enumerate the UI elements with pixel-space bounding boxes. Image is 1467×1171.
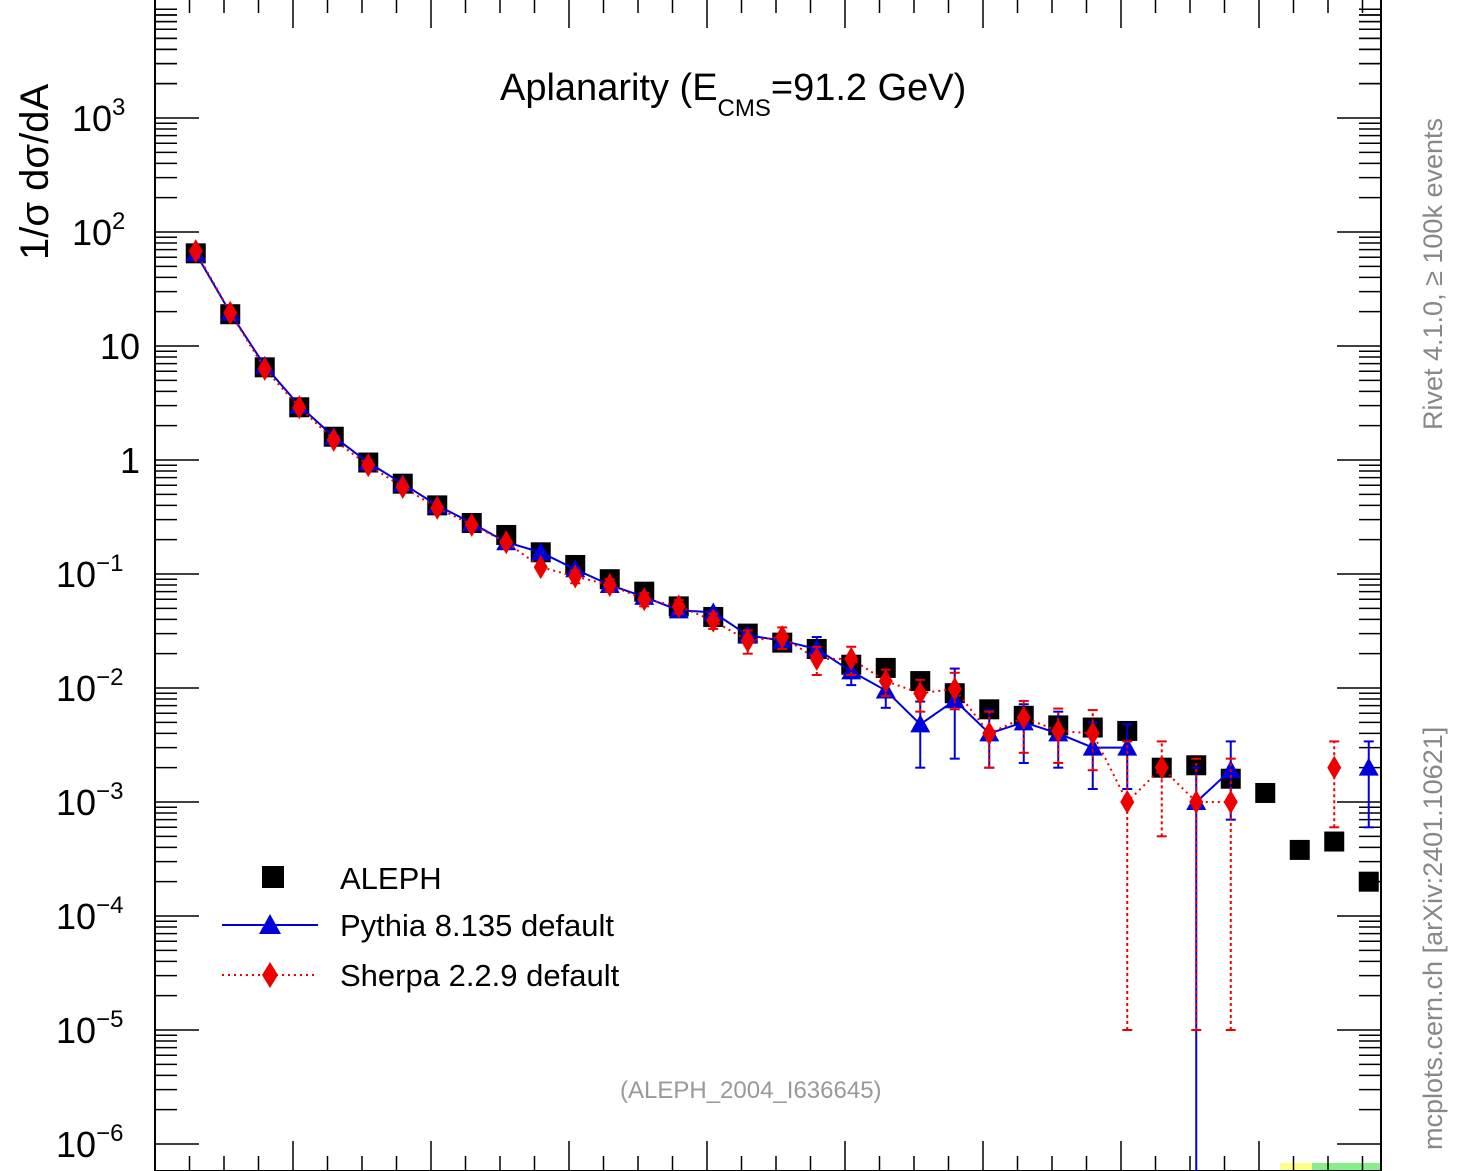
data-point-diamond (361, 453, 376, 478)
data-point-diamond (947, 677, 962, 702)
data-point-square (875, 657, 896, 678)
analysis-reference: (ALEPH_2004_I636645) (620, 1077, 882, 1104)
data-point-diamond (913, 681, 928, 706)
data-point-diamond (1085, 721, 1100, 746)
data-point-square (1289, 839, 1310, 860)
data-point-triangle (1358, 757, 1379, 776)
chart-title-main: Aplanarity (E (500, 67, 718, 109)
data-point-diamond (706, 608, 721, 633)
plot-area (155, 0, 1381, 1171)
data-point-diamond (568, 564, 583, 589)
data-point-diamond (602, 573, 617, 598)
chart-title: Aplanarity (ECMS=91.2 GeV) (500, 67, 966, 122)
data-point-square (1255, 782, 1276, 803)
data-point-diamond (740, 628, 755, 653)
data-point-diamond (982, 721, 997, 746)
data-point-diamond (464, 512, 479, 537)
series-layer (185, 239, 1379, 1171)
data-point-diamond (1051, 718, 1066, 743)
y-tick-label: 10−4 (56, 892, 123, 937)
series-2 (188, 239, 1342, 1031)
data-point-diamond (637, 587, 652, 612)
legend-sherpa-marker (262, 962, 278, 988)
data-point-diamond (292, 395, 307, 420)
data-point-diamond (844, 646, 859, 671)
data-point-diamond (1120, 790, 1135, 814)
data-point-diamond (188, 239, 203, 264)
legend-sherpa-label: Sherpa 2.2.9 default (340, 958, 620, 993)
y-tick-label: 10−1 (56, 550, 123, 595)
data-point-diamond (1223, 790, 1238, 814)
y-tick-label: 10−5 (56, 1006, 123, 1051)
side-text-mcplots: mcplots.cern.ch [arXiv:2401.10621] (1418, 727, 1448, 1150)
y-axis-label: 1/σ dσ/dA (13, 84, 57, 260)
data-point-diamond (878, 669, 893, 694)
y-tick-label: 102 (72, 208, 125, 253)
data-point-diamond (533, 555, 548, 580)
data-point-diamond (257, 356, 272, 381)
y-tick-label: 10−3 (56, 778, 123, 823)
data-point-diamond (809, 646, 824, 671)
legend-aleph-marker (262, 866, 284, 888)
data-point-diamond (1189, 790, 1204, 814)
y-tick-label: 1 (120, 440, 140, 481)
data-point-diamond (775, 625, 790, 650)
data-point-triangle (530, 542, 551, 561)
data-point-diamond (671, 594, 686, 619)
y-tick-label: 10−6 (56, 1120, 123, 1165)
y-tick-label: 10 (100, 326, 140, 367)
data-point-diamond (1016, 705, 1031, 730)
data-point-diamond (430, 495, 445, 520)
ratio-band-green (1312, 1163, 1381, 1171)
data-point-square (1358, 871, 1379, 892)
data-point-diamond (326, 427, 341, 452)
data-point-diamond (1154, 755, 1169, 780)
legend-pythia-marker (259, 914, 281, 934)
data-point-diamond (499, 530, 514, 555)
legend-pythia-label: Pythia 8.135 default (340, 908, 614, 943)
ratio-band-yellow (1280, 1163, 1312, 1171)
data-point-square (1324, 831, 1345, 852)
side-text-rivet: Rivet 4.1.0, ≥ 100k events (1418, 118, 1448, 430)
data-point-triangle (1082, 737, 1103, 756)
axes: 10−6 10−5 10−4 10−3 10−2 10−1 1 10 102 103 (56, 0, 1382, 1171)
y-tick-label: 103 (72, 94, 125, 139)
chart-title-tail: =91.2 GeV) (771, 67, 966, 109)
data-point-diamond (395, 474, 410, 499)
data-point-triangle (910, 714, 931, 733)
data-point-diamond (223, 300, 238, 325)
legend-aleph-label: ALEPH (340, 861, 442, 896)
legend: ALEPH Pythia 8.135 default Sherpa 2.2.9 … (222, 861, 620, 993)
y-tick-label: 10−2 (56, 664, 123, 709)
data-point-diamond (1327, 755, 1342, 780)
chart-title-sub: CMS (718, 95, 771, 122)
